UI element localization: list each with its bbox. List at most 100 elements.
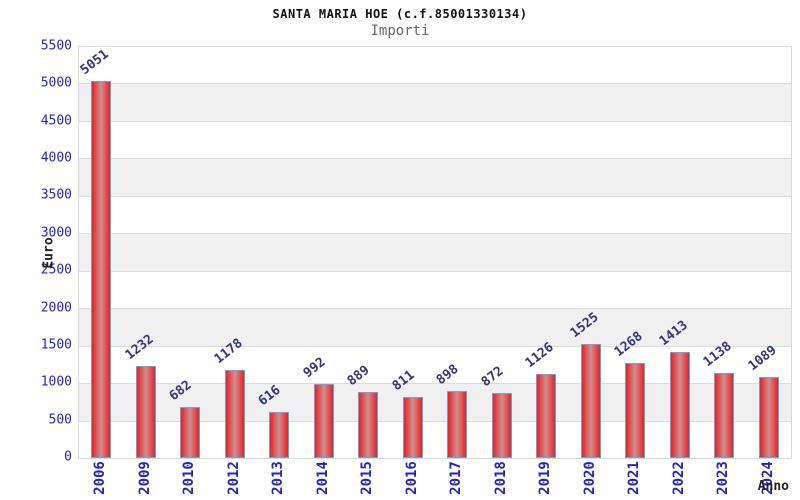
bar-2020 bbox=[580, 344, 601, 458]
bar-2010 bbox=[180, 407, 201, 458]
y-tick-label: 4000 bbox=[40, 150, 72, 166]
x-tick-label: 2017 bbox=[448, 461, 465, 495]
bar-value-label: 1178 bbox=[211, 335, 246, 367]
bar-slot: 616 bbox=[256, 47, 302, 458]
x-tick-label: 2014 bbox=[314, 461, 331, 495]
x-tick-label: 2015 bbox=[359, 461, 376, 495]
x-tick-slot: 2010 bbox=[167, 458, 212, 498]
bar-2022 bbox=[669, 352, 690, 458]
x-tick-slot: 2020 bbox=[568, 458, 613, 498]
bar-slot: 1089 bbox=[745, 47, 792, 458]
y-tick-label: 2000 bbox=[40, 300, 72, 316]
bar-value-label: 872 bbox=[478, 363, 507, 390]
bar-value-label: 1413 bbox=[656, 318, 691, 350]
bar-slot: 889 bbox=[345, 47, 391, 458]
y-tick-label: 500 bbox=[48, 412, 72, 428]
bars-container: 5051 1232 682 1178 616 992 889 811 898 872 1126 152… bbox=[78, 46, 792, 458]
bar-2013 bbox=[269, 411, 290, 458]
x-tick-label: 2021 bbox=[626, 461, 643, 495]
bar-slot: 682 bbox=[167, 47, 213, 458]
bar-value-label: 889 bbox=[345, 362, 373, 389]
bar-slot: 1525 bbox=[567, 47, 614, 458]
plot-band bbox=[79, 47, 791, 84]
x-tick-slot: 2009 bbox=[123, 458, 168, 498]
bar-2023 bbox=[714, 372, 735, 458]
bar-2014 bbox=[313, 383, 334, 458]
bar-slot: 1138 bbox=[701, 47, 747, 458]
y-tick-label: 5500 bbox=[40, 38, 72, 54]
bar-value-label: 1138 bbox=[701, 338, 735, 370]
bar-2017 bbox=[447, 390, 468, 458]
bar-value-label: 1232 bbox=[122, 331, 157, 363]
plot-band bbox=[79, 233, 791, 271]
x-axis-ticks: 2006 2009 2010 2012 2013 2014 2015 2016 2017 2018… bbox=[78, 458, 790, 498]
bar-value-label: 1268 bbox=[612, 329, 646, 361]
plot-band bbox=[79, 120, 791, 159]
bar-2009 bbox=[135, 365, 156, 458]
chart-title: SANTA MARIA HOE (c.f.85001330134) bbox=[272, 7, 528, 21]
x-tick-label: 2013 bbox=[270, 461, 287, 495]
x-tick-label: 2012 bbox=[225, 461, 242, 495]
bar-slot: 872 bbox=[478, 47, 525, 458]
bar-slot: 992 bbox=[300, 47, 347, 458]
x-tick-slot: 2023 bbox=[701, 458, 746, 498]
x-tick-slot: 2022 bbox=[657, 458, 702, 498]
y-tick-label: 2500 bbox=[40, 262, 72, 278]
bar-value-label: 1525 bbox=[567, 309, 602, 342]
y-tick-label: 0 bbox=[64, 449, 72, 465]
bar-2018 bbox=[491, 392, 512, 458]
y-tick-label: 1000 bbox=[40, 374, 72, 390]
x-tick-label: 2018 bbox=[492, 461, 509, 495]
x-tick-label: 2010 bbox=[181, 461, 198, 495]
y-tick-label: 3500 bbox=[40, 187, 72, 203]
x-tick-label: 2006 bbox=[92, 461, 109, 495]
x-tick-label: 2016 bbox=[403, 461, 420, 495]
bar-value-label: 1089 bbox=[745, 342, 780, 374]
bar-slot: 1232 bbox=[122, 47, 169, 458]
plot-band bbox=[79, 158, 791, 196]
x-tick-slot: 2006 bbox=[78, 458, 123, 498]
plot-band bbox=[79, 195, 791, 234]
y-axis-ticks: 0 500 1000 1500 2000 2500 3000 3500 4000 4500 5000… bbox=[0, 39, 72, 465]
x-tick-label: 2019 bbox=[537, 461, 554, 495]
x-tick-label: 2023 bbox=[715, 461, 732, 495]
bar-2015 bbox=[358, 391, 379, 458]
x-tick-label: 2009 bbox=[136, 461, 153, 495]
bar-slot: 1268 bbox=[612, 47, 658, 458]
bar-2024 bbox=[758, 376, 779, 458]
bar-slot: 5051 bbox=[78, 46, 124, 458]
x-tick-label: 2020 bbox=[581, 461, 598, 495]
plot-band bbox=[79, 270, 791, 309]
y-tick-label: 1500 bbox=[40, 337, 72, 353]
x-tick-slot: 2014 bbox=[301, 458, 346, 498]
x-tick-label: 2022 bbox=[670, 461, 687, 495]
y-tick-label: 4500 bbox=[40, 113, 72, 129]
x-tick-slot: 2021 bbox=[612, 458, 657, 498]
bar-slot: 898 bbox=[434, 47, 480, 458]
plot-area: 5051 1232 682 1178 616 992 889 811 898 872 1126 152… bbox=[78, 46, 792, 459]
chart-subtitle: Importi bbox=[370, 23, 430, 39]
bar-value-label: 811 bbox=[389, 368, 418, 395]
bar-value-label: 992 bbox=[300, 354, 329, 381]
x-tick-slot: 2018 bbox=[479, 458, 524, 498]
x-tick-slot: 2012 bbox=[212, 458, 257, 498]
bar-2016 bbox=[402, 397, 423, 458]
x-tick-slot: 2019 bbox=[523, 458, 568, 498]
y-tick-label: 5000 bbox=[40, 75, 72, 91]
bar-slot: 1178 bbox=[211, 47, 258, 458]
bar-2021 bbox=[625, 363, 646, 458]
bar-slot: 811 bbox=[389, 47, 436, 458]
bar-2019 bbox=[536, 373, 557, 458]
x-tick-slot: 2015 bbox=[345, 458, 390, 498]
bar-slot: 1126 bbox=[523, 47, 569, 458]
bar-value-label: 898 bbox=[434, 361, 462, 388]
bar-2006 bbox=[91, 80, 112, 458]
bar-value-label: 616 bbox=[256, 382, 284, 409]
plot-band bbox=[79, 83, 791, 121]
bar-slot: 1413 bbox=[656, 47, 703, 458]
bar-value-label: 5051 bbox=[78, 46, 112, 78]
x-axis-title: Anno bbox=[757, 479, 789, 494]
y-axis-title: Euro bbox=[41, 237, 57, 269]
x-tick-slot: 2013 bbox=[256, 458, 301, 498]
